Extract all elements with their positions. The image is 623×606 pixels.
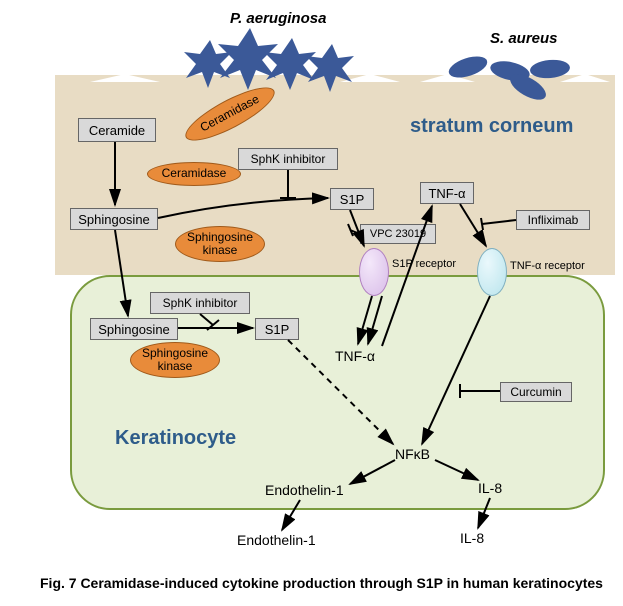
keratinocyte-label: Keratinocyte (115, 427, 236, 450)
il8-inner-label: IL-8 (478, 480, 502, 496)
sphingosine1-box: Sphingosine (70, 208, 158, 230)
p-aeruginosa-label: P. aeruginosa (230, 10, 326, 27)
sphingosine-kinase-top: Sphingosine kinase (175, 226, 265, 262)
tnfa-receptor (477, 248, 507, 296)
endothelin-outer-label: Endothelin-1 (237, 532, 316, 548)
figure-caption: Fig. 7 Ceramidase-induced cytokine produ… (40, 575, 603, 591)
sphk-inh-top-box: SphK inhibitor (238, 148, 338, 170)
vpc-box: VPC 23019 (360, 224, 436, 244)
sphk-top-text: Sphingosine kinase (187, 231, 253, 257)
curcumin-box: Curcumin (500, 382, 572, 402)
endothelin-inner-label: Endothelin-1 (265, 482, 344, 498)
stratum-corneum-label: stratum corneum (410, 115, 573, 138)
tnfa-top-box: TNF-α (420, 182, 474, 204)
infliximab-box: Infliximab (516, 210, 590, 230)
s1p-top-box: S1P (330, 188, 374, 210)
ceramidase-mid: Ceramidase (147, 162, 241, 186)
ceramide-box: Ceramide (78, 118, 156, 142)
tnfa-receptor-label: TNF-α receptor (510, 260, 585, 272)
diagram-root: P. aeruginosa S. aureus stratum corneum … (0, 0, 623, 606)
sphingosine2-box: Sphingosine (90, 318, 178, 340)
sphingosine-kinase-bot: Sphingosine kinase (130, 342, 220, 378)
s1p-bot-box: S1P (255, 318, 299, 340)
s1p-receptor (359, 248, 389, 296)
nfkb-label: NFκB (395, 446, 430, 462)
sphk-bot-text: Sphingosine kinase (142, 347, 208, 373)
il8-outer-label: IL-8 (460, 530, 484, 546)
tnfa-inner-label: TNF-α (335, 348, 375, 364)
s-aureus-label: S. aureus (490, 30, 558, 47)
sphk-inh-bot-box: SphK inhibitor (150, 292, 250, 314)
s1p-receptor-label: S1P receptor (392, 258, 456, 270)
